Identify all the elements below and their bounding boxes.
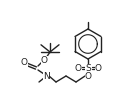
Text: S: S — [85, 64, 91, 72]
Text: O: O — [94, 64, 102, 72]
Text: O: O — [84, 71, 92, 81]
Text: N: N — [43, 71, 49, 81]
Text: O: O — [74, 64, 82, 72]
Text: O: O — [20, 57, 27, 67]
Text: O: O — [40, 56, 47, 65]
